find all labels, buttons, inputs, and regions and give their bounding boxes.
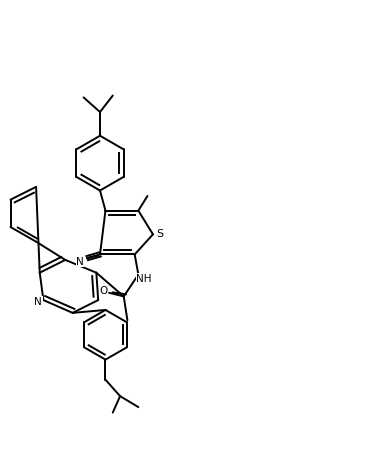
- Text: N: N: [76, 257, 84, 267]
- Text: S: S: [156, 229, 163, 239]
- Text: N: N: [34, 297, 42, 307]
- Text: NH: NH: [136, 274, 152, 284]
- Text: O: O: [99, 286, 108, 296]
